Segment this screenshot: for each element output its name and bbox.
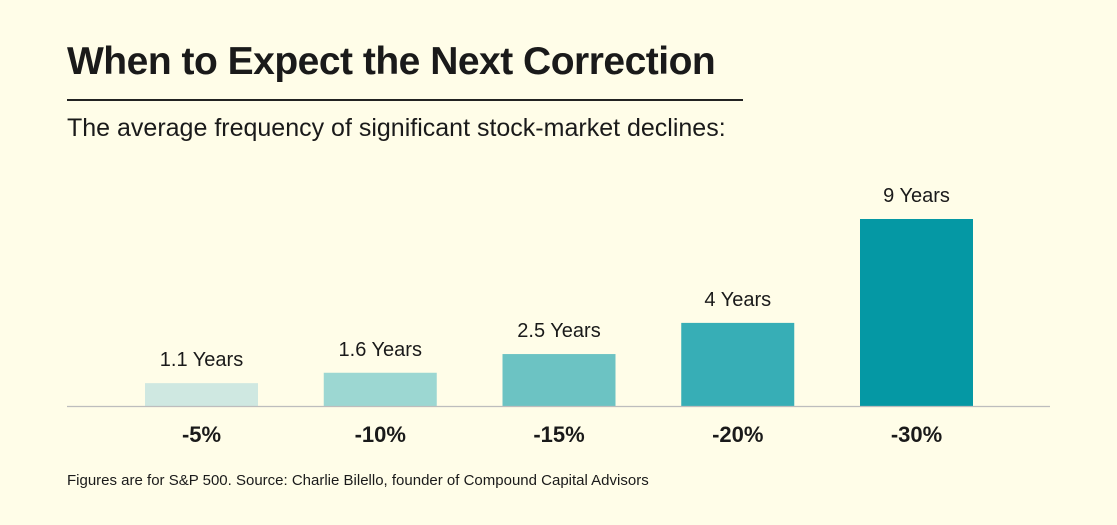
category-label-2: -10% — [355, 422, 406, 447]
bar-2 — [323, 372, 437, 406]
category-labels-layer: -5% -10% -15% -20% -30% — [182, 422, 942, 447]
value-label-4: 4 Years — [704, 289, 771, 311]
chart-title: When to Expect the Next Correction — [67, 40, 716, 83]
category-label-4: -20% — [712, 422, 763, 447]
value-label-5: 9 Years — [883, 185, 950, 207]
value-label-2: 1.6 Years — [339, 339, 422, 361]
value-labels-layer: 1.1 Years 1.6 Years 2.5 Years 4 Years 9 Year… — [160, 185, 950, 371]
chart-subtitle: The average frequency of significant sto… — [67, 114, 726, 142]
source-note: Figures are for S&P 500. Source: Charlie… — [67, 472, 649, 489]
category-label-1: -5% — [182, 422, 221, 447]
value-label-1: 1.1 Years — [160, 349, 243, 371]
bar-3 — [502, 354, 616, 406]
category-label-3: -15% — [533, 422, 584, 447]
value-label-3: 2.5 Years — [517, 320, 600, 342]
bars-layer — [145, 219, 973, 406]
category-label-5: -30% — [891, 422, 942, 447]
bar-4 — [681, 322, 795, 406]
bar-5 — [860, 219, 973, 406]
title-underline — [67, 99, 743, 101]
bar-1 — [145, 383, 258, 406]
